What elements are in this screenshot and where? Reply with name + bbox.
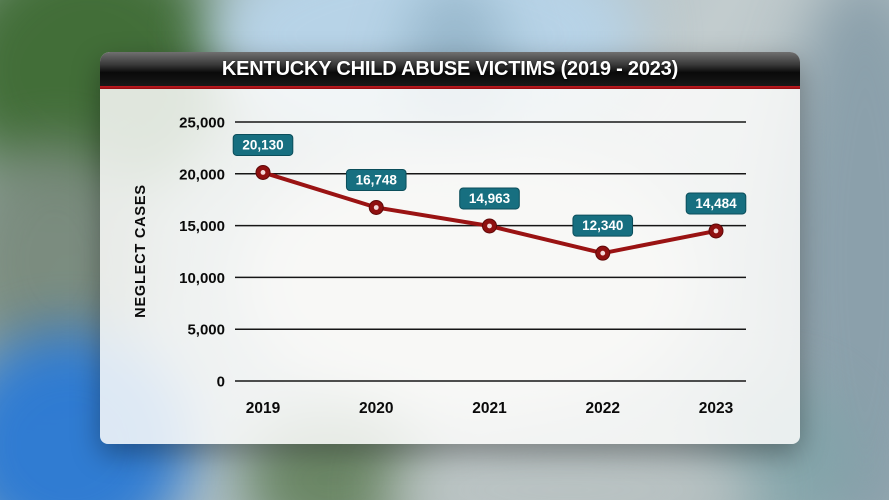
data-label-box [232,133,294,156]
data-label-text: 20,130 [242,137,283,152]
data-label-box [685,192,747,215]
y-tick-label: 5,000 [187,322,225,339]
chart-panel: KENTUCKY CHILD ABUSE VICTIMS (2019 - 202… [100,52,800,444]
y-tick-label: 10,000 [179,270,225,287]
x-axis-label: 2023 [699,400,734,417]
data-label-box [572,214,634,237]
chart-title: KENTUCKY CHILD ABUSE VICTIMS (2019 - 202… [221,57,679,80]
y-tick-label: 20,000 [179,166,225,183]
data-point-center [373,205,379,210]
chart-title-bar: KENTUCKY CHILD ABUSE VICTIMS (2019 - 202… [100,52,800,86]
data-point-center [487,223,492,229]
data-point-center [713,228,719,234]
y-tick-label: 15,000 [179,218,225,235]
data-label-text: 16,748 [356,172,398,187]
title-accent-rule [100,86,800,89]
x-axis-label: 2021 [472,400,507,417]
data-label-text: 14,963 [469,191,511,206]
y-axis-title: NEGLECT CASES [133,184,149,318]
data-label-box [459,187,520,210]
y-tick-label: 0 [217,374,225,391]
data-line [261,170,718,256]
x-axis-label: 2019 [246,400,281,417]
data-label-box [345,168,407,191]
data-label-text: 12,340 [582,218,623,233]
data-label-text: 14,484 [695,196,737,211]
x-axis-label: 2022 [586,400,620,417]
x-axis-label: 2020 [359,400,393,417]
data-point-center [260,170,266,175]
y-tick-label: 25,000 [179,115,225,132]
line-chart-svg: 0 5,000 10,000 15,000 20,000 25,000 NEGLECT CA… [133,115,747,417]
data-point-center [600,250,606,256]
